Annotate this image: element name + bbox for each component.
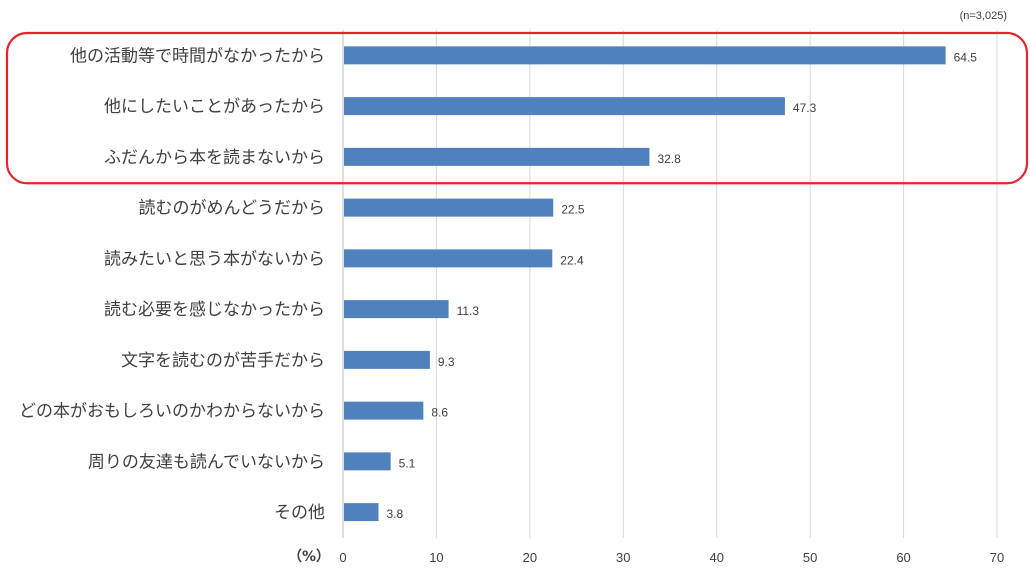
x-tick-labels: 0 10 20 30 40 50 60 70 (339, 550, 1004, 565)
category-label: 他の活動等で時間がなかったから (70, 46, 325, 66)
category-label: 周りの友達も読んでいないから (88, 452, 325, 472)
category-label: 読みたいと思う本がないから (104, 249, 325, 269)
category-label: 読む必要を感じなかったから (104, 300, 325, 320)
x-tick-label: 0 (339, 550, 346, 565)
bars (344, 46, 946, 522)
value-label: 64.5 (954, 50, 978, 64)
x-tick-label: 20 (523, 550, 537, 565)
bar (344, 46, 946, 65)
value-label: 11.3 (457, 304, 480, 318)
x-tick-label: 70 (990, 550, 1004, 565)
category-labels: 他の活動等で時間がなかったから他にしたいことがあったからふだんから本を読まないか… (19, 46, 325, 523)
sample-size-note: (n=3,025) (960, 10, 1007, 22)
value-label: 8.6 (431, 406, 448, 420)
category-label: 読むのがめんどうだから (139, 199, 326, 219)
x-tick-label: 10 (429, 550, 443, 565)
x-tick-label: 50 (803, 550, 817, 565)
category-label: 文字を読むのが苦手だから (121, 351, 325, 371)
value-label: 5.1 (399, 456, 416, 470)
value-label: 9.3 (438, 355, 455, 369)
category-label: ふだんから本を読まないから (104, 148, 325, 168)
bar (344, 97, 785, 116)
x-tick-label: 40 (709, 550, 723, 565)
value-label: 22.5 (561, 203, 585, 217)
bar (344, 452, 391, 471)
unit-label: （%） (288, 549, 330, 565)
category-label: どの本がおもしろいのかわからないから (19, 402, 325, 422)
bar (344, 300, 449, 319)
value-label: 32.8 (657, 152, 681, 166)
category-label: 他にしたいことがあったから (104, 97, 325, 117)
bar (344, 401, 424, 420)
value-label: 47.3 (793, 101, 817, 115)
bar (344, 350, 430, 369)
bar (344, 147, 650, 166)
x-tick-label: 30 (616, 550, 630, 565)
bar (344, 249, 553, 268)
x-tick-label: 60 (896, 550, 910, 565)
bar (344, 198, 554, 217)
value-labels: 64.5 47.3 32.8 22.5 22.4 11.3 9.3 8.6 5.1 3.8 (387, 50, 978, 521)
bar (344, 503, 379, 522)
value-label: 22.4 (560, 253, 584, 267)
highlight-box (5, 31, 1029, 185)
value-label: 3.8 (387, 507, 404, 521)
category-label: その他 (274, 503, 325, 523)
